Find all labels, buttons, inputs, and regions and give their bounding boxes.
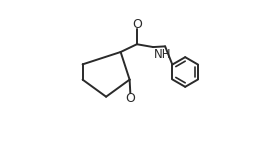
Text: O: O <box>132 18 142 31</box>
Text: NH: NH <box>154 48 171 61</box>
Text: O: O <box>125 92 135 105</box>
